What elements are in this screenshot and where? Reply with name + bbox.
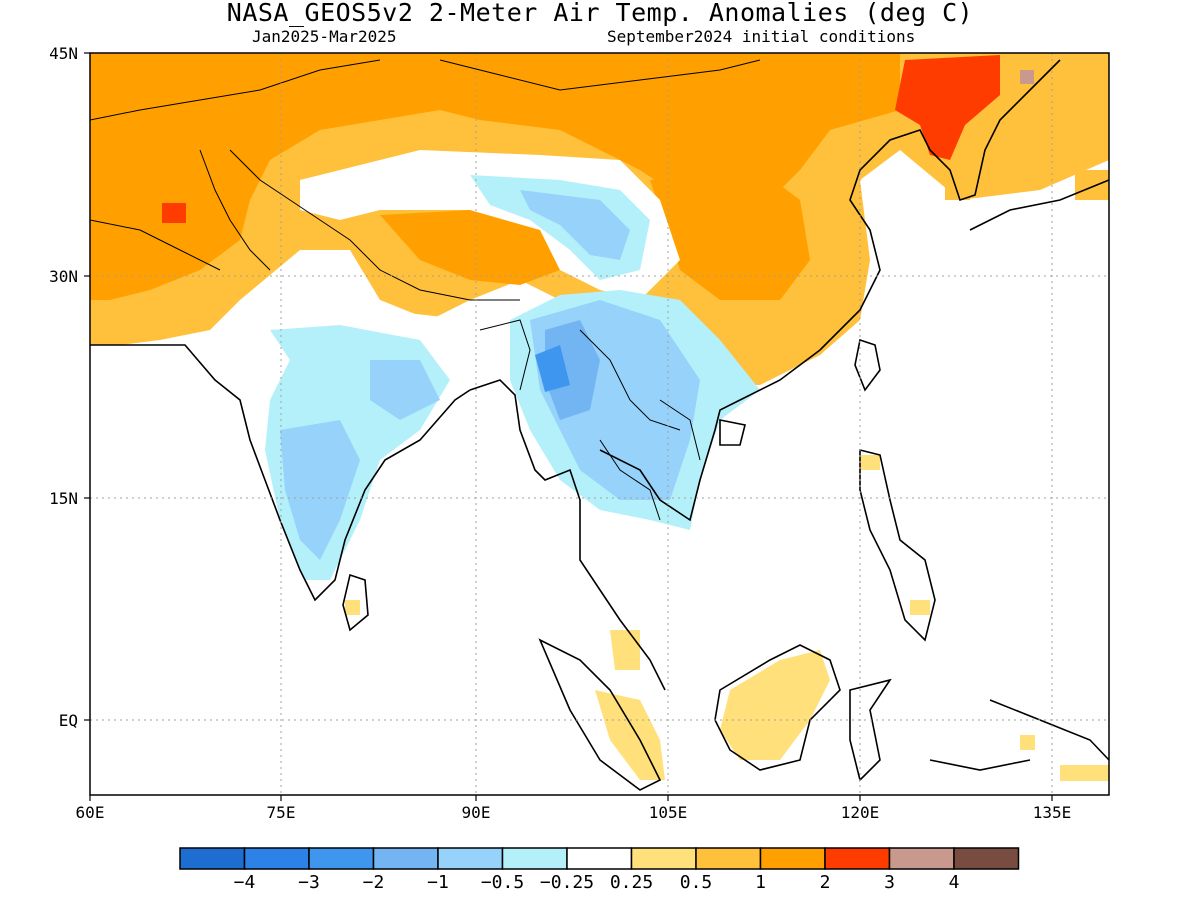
tick-marks — [84, 52, 1053, 801]
colorbar-tick-label: 3 — [884, 872, 895, 893]
colorbar-tick-label: 4 — [949, 872, 960, 893]
map-title: NASA_GEOS5v2 2-Meter Air Temp. Anomalies… — [226, 0, 974, 27]
gridlines — [90, 53, 1109, 795]
colorbar-swatch — [759, 847, 826, 870]
east-orange-field — [650, 170, 810, 300]
colorbar-labels: −4 −3 −2 −1 −0.5 −0.25 0.25 0.5 1 2 3 4 — [234, 872, 960, 893]
colorbar-tick-label: 1 — [755, 872, 766, 893]
borneo-warm-field — [720, 650, 830, 760]
colorbar-swatch — [695, 847, 762, 870]
colorbar-tick-label: 2 — [820, 872, 831, 893]
colorbar-swatch — [308, 847, 375, 870]
x-tick-label: 120E — [841, 803, 880, 822]
iran-hotspot — [162, 203, 186, 223]
colorbar-tick-label: −0.5 — [481, 872, 524, 893]
colorbar-swatch — [437, 847, 504, 870]
y-tick-label: 45N — [49, 44, 78, 63]
colorbar-tick-label: 0.5 — [680, 872, 713, 893]
colorbar-swatch — [501, 847, 568, 870]
colorbar-swatch — [888, 847, 955, 870]
borders — [90, 59, 761, 521]
x-tick-label: 90E — [462, 803, 491, 822]
colorbar-tick-label: −0.25 — [540, 872, 594, 893]
colorbar-swatch — [243, 847, 310, 870]
colorbar — [179, 847, 1020, 870]
initial-conditions: September2024 initial conditions — [607, 27, 916, 46]
anomaly-fields — [90, 53, 1109, 795]
colorbar-tick-label: −1 — [427, 872, 449, 893]
x-tick-label: 105E — [649, 803, 688, 822]
korea-hotspot — [895, 55, 1000, 160]
colorbar-swatch — [179, 847, 246, 870]
y-tick-label: 15N — [49, 489, 78, 508]
colorbar-tick-label: −3 — [298, 872, 320, 893]
forecast-period: Jan2025-Mar2025 — [252, 27, 397, 46]
colorbar-swatch — [566, 847, 633, 870]
colorbar-swatch — [372, 847, 439, 870]
x-tick-label: 60E — [76, 803, 105, 822]
coastlines — [90, 59, 1109, 791]
x-tick-label: 75E — [267, 803, 296, 822]
plot-frame — [89, 52, 1110, 796]
colorbar-tick-label: 0.25 — [610, 872, 653, 893]
tibet-orange-field — [380, 210, 560, 285]
colorbar-swatch — [630, 847, 697, 870]
colorbar-tick-label: −4 — [234, 872, 256, 893]
north-orange-field — [440, 53, 900, 210]
west-orange-field — [90, 53, 440, 300]
y-tick-label: 30N — [49, 267, 78, 286]
y-tick-label: EQ — [59, 711, 78, 730]
x-tick-label: 135E — [1033, 803, 1072, 822]
colorbar-swatch — [953, 847, 1020, 870]
colorbar-swatch — [824, 847, 891, 870]
colorbar-tick-label: −2 — [363, 872, 385, 893]
